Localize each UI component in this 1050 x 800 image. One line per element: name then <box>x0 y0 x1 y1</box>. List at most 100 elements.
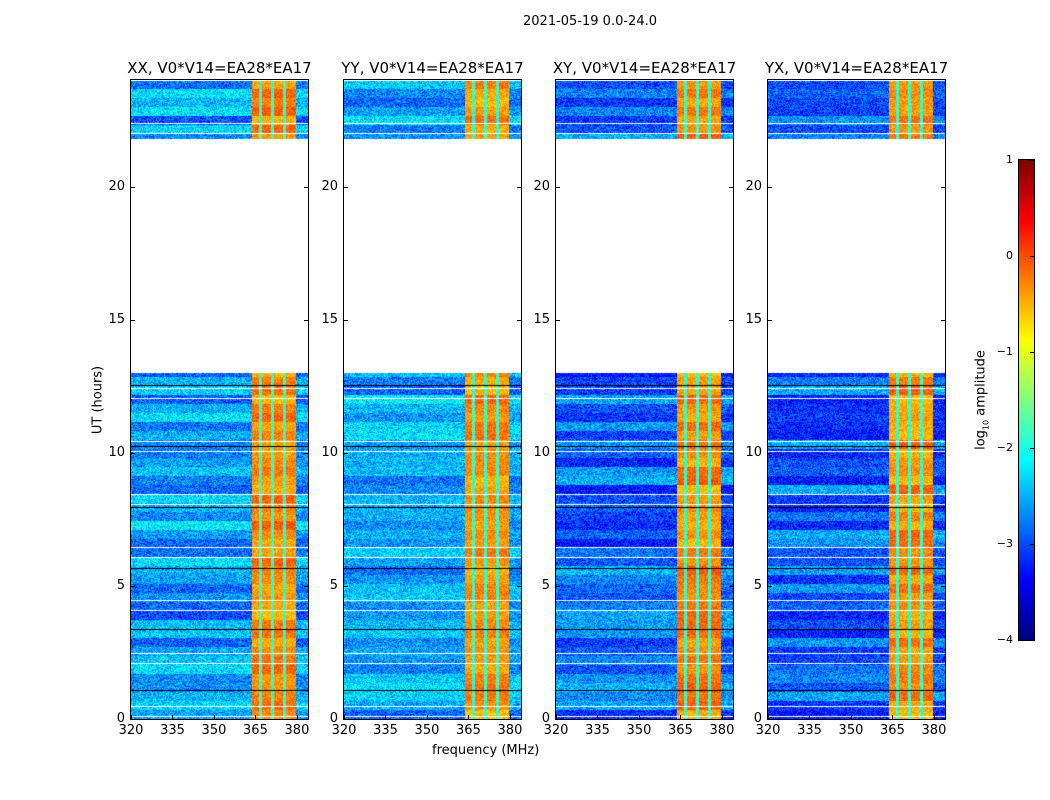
x-tick-mark <box>768 715 769 719</box>
colorbar-tick-mark <box>1030 544 1034 545</box>
y-tick-mark <box>344 186 348 188</box>
x-tick-label: 380 <box>284 723 310 738</box>
x-tick-label: 335 <box>160 723 185 738</box>
y-tick-mark <box>941 186 945 188</box>
x-tick-label: 380 <box>497 723 523 738</box>
x-tick-label: 380 <box>709 723 735 738</box>
x-tick-label: 365 <box>668 723 693 738</box>
colorbar-tick-label: −4 <box>996 633 1013 646</box>
y-tick-mark <box>941 719 945 720</box>
y-tick-label: 10 <box>321 444 338 460</box>
x-tick-mark <box>296 715 298 719</box>
y-tick-mark <box>131 452 135 454</box>
y-tick-mark <box>344 585 348 587</box>
panel-title: XY, V0*V14=EA28*EA17 <box>552 59 737 77</box>
colorbar-tick-mark <box>1030 448 1034 449</box>
y-tick-mark <box>729 452 733 454</box>
waterfall-heatmap <box>131 80 308 719</box>
y-tick-label: 20 <box>533 178 550 194</box>
y-tick-label: 15 <box>108 311 125 327</box>
x-tick-mark <box>426 715 428 719</box>
y-tick-label: 10 <box>533 444 550 460</box>
x-tick-label: 350 <box>838 723 864 738</box>
y-tick-mark <box>344 719 348 720</box>
x-tick-mark <box>172 715 174 719</box>
y-tick-mark <box>304 452 308 454</box>
colorbar-label: log10 amplitude <box>973 350 991 450</box>
y-tick-label: 15 <box>321 311 338 327</box>
x-tick-mark <box>468 715 470 719</box>
y-axis-label: UT (hours) <box>90 365 106 435</box>
y-tick-mark <box>729 719 733 720</box>
figure-title: 2021-05-19 0.0-24.0 <box>523 14 657 29</box>
y-tick-label: 5 <box>541 577 550 593</box>
panel-title: XX, V0*V14=EA28*EA17 <box>127 59 312 77</box>
y-tick-label: 0 <box>116 711 125 726</box>
y-tick-label: 0 <box>541 711 550 726</box>
waterfall-heatmap <box>344 80 521 719</box>
y-tick-label: 20 <box>321 178 338 194</box>
colorbar-tick-mark <box>1030 352 1034 353</box>
colorbar-tick-label: 0 <box>1006 249 1013 262</box>
colorbar-tick-label: 1 <box>1006 153 1013 166</box>
x-tick-mark <box>721 715 723 719</box>
y-tick-mark <box>556 719 560 720</box>
x-tick-mark <box>850 715 852 719</box>
colorbar-gradient <box>1019 160 1034 640</box>
x-tick-mark <box>597 715 599 719</box>
y-tick-mark <box>304 719 308 720</box>
x-tick-mark <box>933 715 935 719</box>
y-tick-mark <box>768 452 772 454</box>
y-tick-label: 15 <box>533 311 550 327</box>
colorbar-tick-label: −2 <box>996 441 1013 454</box>
x-axis-label: frequency (MHz) <box>432 743 540 758</box>
y-tick-label: 10 <box>108 444 125 460</box>
y-tick-mark <box>517 319 521 321</box>
y-tick-label: 5 <box>329 577 338 593</box>
y-tick-mark <box>517 452 521 454</box>
y-tick-mark <box>517 585 521 587</box>
x-tick-mark <box>509 715 511 719</box>
x-tick-label: 350 <box>626 723 652 738</box>
y-tick-mark <box>768 585 772 587</box>
panel-title: YY, V0*V14=EA28*EA17 <box>341 59 524 77</box>
waterfall-heatmap <box>768 80 945 719</box>
y-tick-mark <box>131 319 135 321</box>
x-tick-mark <box>680 715 682 719</box>
colorbar-tick-mark <box>1030 640 1034 641</box>
x-tick-mark <box>892 715 894 719</box>
y-tick-mark <box>941 319 945 321</box>
x-tick-label: 350 <box>414 723 440 738</box>
x-tick-mark <box>213 715 215 719</box>
x-tick-label: 320 <box>755 723 781 738</box>
x-tick-label: 320 <box>118 723 144 738</box>
x-tick-label: 320 <box>543 723 569 738</box>
y-tick-mark <box>556 186 560 188</box>
y-tick-mark <box>941 452 945 454</box>
x-tick-mark <box>809 715 811 719</box>
y-tick-mark <box>556 585 560 587</box>
x-tick-label: 335 <box>585 723 610 738</box>
y-tick-mark <box>729 186 733 188</box>
y-tick-mark <box>344 319 348 321</box>
y-tick-mark <box>729 585 733 587</box>
y-tick-mark <box>517 719 521 720</box>
waterfall-heatmap <box>556 80 733 719</box>
colorbar-tick-label: −1 <box>996 345 1013 358</box>
y-tick-mark <box>556 319 560 321</box>
x-tick-label: 380 <box>921 723 947 738</box>
x-tick-label: 335 <box>373 723 398 738</box>
x-tick-label: 320 <box>331 723 357 738</box>
x-tick-label: 335 <box>797 723 822 738</box>
x-tick-label: 365 <box>880 723 905 738</box>
y-tick-mark <box>131 585 135 587</box>
y-tick-label: 0 <box>753 711 762 726</box>
y-tick-label: 15 <box>745 311 762 327</box>
y-tick-label: 20 <box>745 178 762 194</box>
y-tick-mark <box>768 319 772 321</box>
x-tick-mark <box>556 715 557 719</box>
y-tick-mark <box>304 186 308 188</box>
y-tick-label: 5 <box>753 577 762 593</box>
y-tick-mark <box>768 719 772 720</box>
